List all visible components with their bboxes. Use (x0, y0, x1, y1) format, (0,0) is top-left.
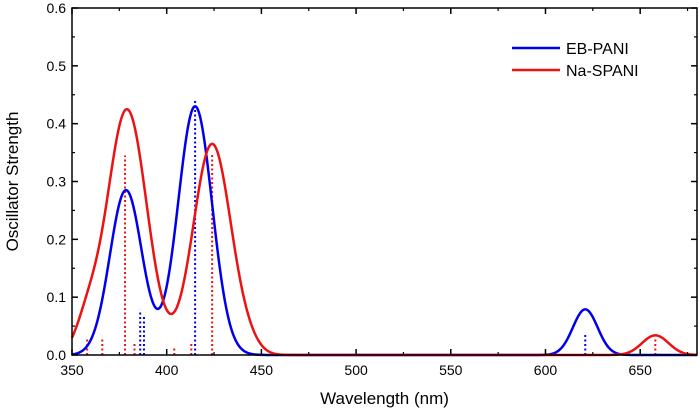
axis-ticks (71, 7, 697, 356)
x-tick-label: 450 (250, 362, 274, 378)
x-tick-label: 400 (155, 362, 179, 378)
series-line-eb-pani (71, 105, 698, 357)
x-tick-label: 350 (60, 362, 84, 378)
x-tick-label: 650 (629, 362, 653, 378)
axis-tick-labels: 350 400 450 500 550 600 650 0.0 0.1 0.2 0.3 0.4 0.5 0… (47, 0, 653, 378)
legend-label-eb-pani: EB-PANI (566, 41, 629, 58)
y-tick-label: 0.1 (47, 289, 67, 305)
x-tick-label: 600 (534, 362, 558, 378)
spectrum-curves (70, 105, 698, 357)
x-tick-label: 500 (344, 362, 368, 378)
series-line-na-spani (70, 107, 698, 357)
stick-spectra (86, 100, 657, 355)
legend-label-na-spani: Na-SPANI (566, 63, 639, 80)
y-tick-label: 0.4 (47, 116, 67, 132)
y-tick-label: 0.2 (47, 231, 67, 247)
plot-frame (71, 7, 698, 356)
y-axis-title: Oscillator Strength (3, 112, 22, 252)
y-tick-label: 0.6 (47, 0, 67, 16)
x-tick-label: 550 (439, 362, 463, 378)
x-axis-title: Wavelength (nm) (320, 389, 449, 408)
y-tick-label: 0.3 (47, 174, 67, 190)
legend: EB-PANI Na-SPANI (512, 41, 639, 80)
y-tick-label: 0.5 (47, 58, 67, 74)
y-tick-label: 0.0 (47, 347, 67, 363)
